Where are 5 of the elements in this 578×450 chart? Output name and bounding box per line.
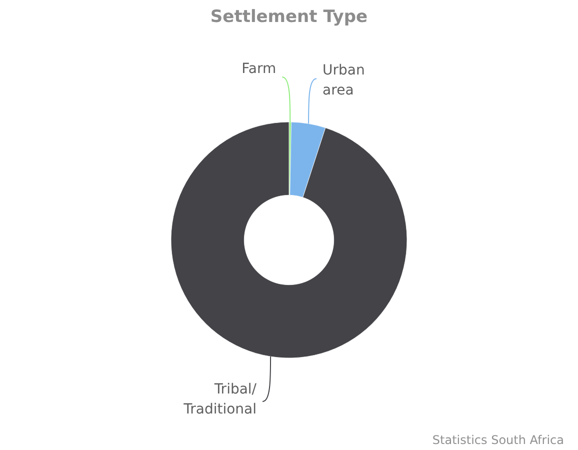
text: Statistics South Africa [432, 433, 564, 447]
slice-label: Farm [242, 61, 276, 78]
chart-title: Settlement Type [210, 7, 368, 27]
slice-label: Tribal/Traditional [182, 382, 257, 418]
slice-label: Urban area [322, 62, 365, 99]
